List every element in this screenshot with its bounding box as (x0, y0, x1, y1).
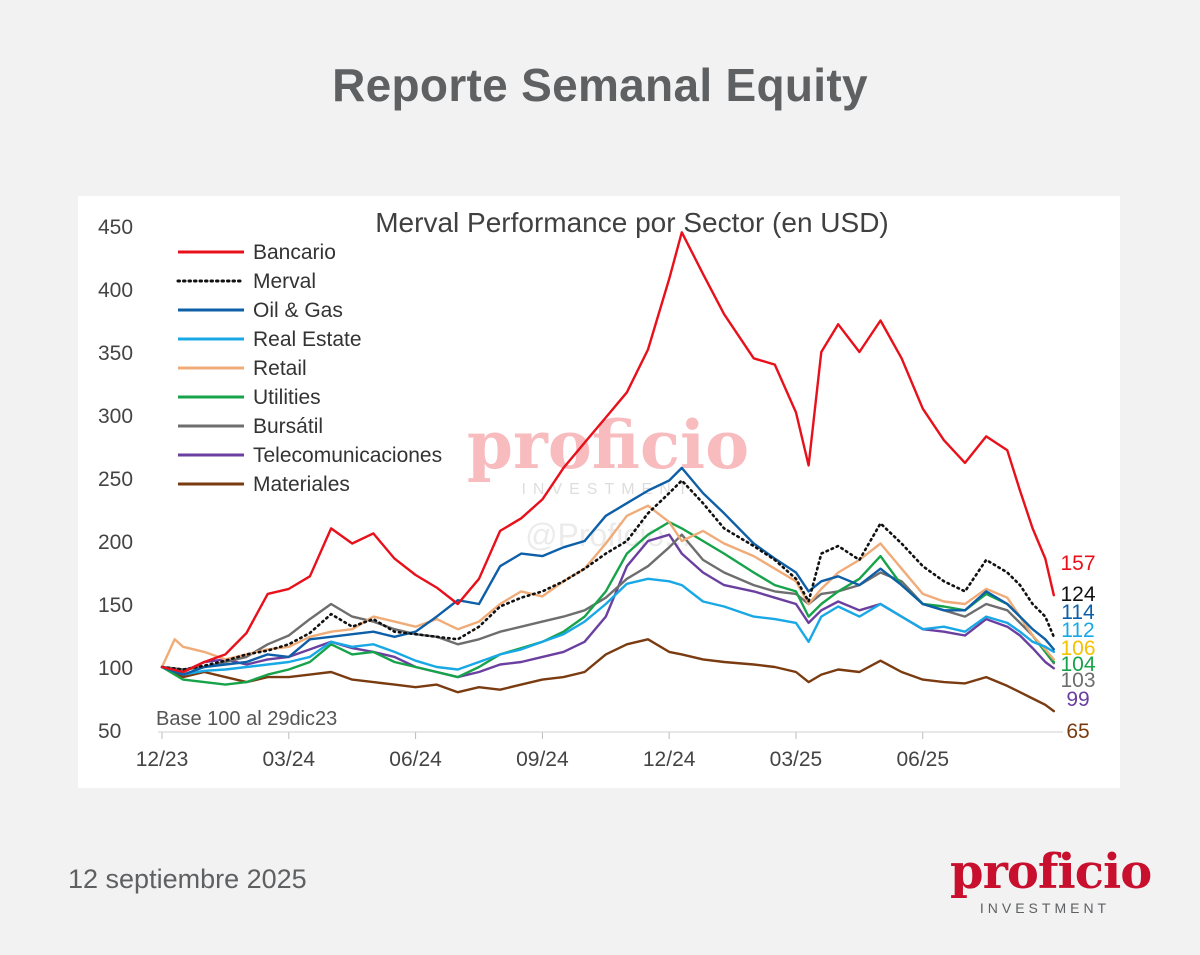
series-line-utilities (160, 520, 1055, 686)
report-date: 12 septiembre 2025 (68, 864, 307, 894)
x-tick-label: 03/24 (263, 748, 316, 771)
y-tick-label: 150 (98, 594, 133, 617)
end-value-label: 65 (1066, 720, 1089, 743)
legend: Bancario Merval Oil & Gas Real Estate Retail… (176, 241, 442, 496)
end-value-label: 104 (1060, 653, 1095, 676)
series-line-telecomunicaciones (160, 533, 1055, 679)
end-value-label: 157 (1060, 552, 1095, 575)
series-line-real-estate (160, 577, 1055, 676)
y-tick-label: 350 (98, 342, 133, 365)
x-tick-label: 12/23 (136, 748, 189, 771)
end-value-label: 106 (1060, 637, 1095, 660)
legend-label: Telecomunicaciones (253, 444, 442, 467)
legend-label: Retail (253, 357, 307, 380)
watermark: proficio INVESTMENT @Proficio... (467, 406, 749, 553)
y-axis-ticks: 50 100 150 200 250 300 350 400 450 (98, 216, 133, 743)
x-tick-label: 03/25 (770, 748, 823, 771)
end-value-label: 114 (1061, 601, 1095, 624)
brand-logo: proficio INVESTMENT (950, 842, 1152, 922)
watermark-sub: INVESTMENT (521, 481, 694, 498)
x-axis-ticks: 12/23 03/24 06/24 09/24 12/24 03/25 06/25 (136, 732, 949, 771)
series-line-bancario (160, 231, 1055, 674)
x-tick-label: 12/24 (643, 748, 696, 771)
series-line-merval (160, 479, 1056, 671)
legend-label: Bursátil (253, 415, 323, 438)
y-tick-label: 450 (98, 216, 133, 239)
series-line-materiales (160, 638, 1055, 713)
legend-label: Bancario (253, 241, 336, 264)
end-value-label: 99 (1066, 688, 1089, 711)
y-tick-label: 50 (98, 720, 121, 743)
x-tick-label: 06/24 (389, 748, 442, 771)
end-value-label: 112 (1061, 619, 1094, 642)
series-lines (160, 231, 1056, 713)
base-annotation: Base 100 al 29dic23 (156, 708, 337, 730)
brand-tagline: INVESTMENT (979, 900, 1111, 916)
page-title: Reporte Semanal Equity (332, 59, 868, 111)
end-value-label: 103 (1060, 669, 1095, 692)
y-tick-label: 250 (98, 468, 133, 491)
chart-card: proficio INVESTMENT @Proficio... Merval … (78, 196, 1120, 788)
y-tick-label: 100 (98, 657, 133, 680)
legend-label: Materiales (253, 473, 350, 496)
x-tick-label: 09/24 (516, 748, 569, 771)
series-line-oil-gas (160, 466, 1055, 676)
legend-label: Merval (253, 270, 316, 293)
x-tick-label: 06/25 (896, 748, 949, 771)
legend-label: Oil & Gas (253, 299, 343, 322)
end-value-label: 124 (1060, 583, 1095, 606)
y-tick-label: 200 (98, 531, 133, 554)
line-chart: proficio INVESTMENT @Proficio... Merval … (98, 207, 1096, 771)
watermark-handle: @Proficio... (525, 517, 691, 553)
brand-name: proficio (950, 844, 1152, 900)
chart-title: Merval Performance por Sector (en USD) (375, 207, 889, 238)
legend-label: Utilities (253, 386, 321, 409)
legend-label: Real Estate (253, 328, 362, 351)
y-tick-label: 300 (98, 405, 133, 428)
watermark-brand: proficio (467, 406, 749, 484)
y-tick-label: 400 (98, 279, 133, 302)
series-line-retail (160, 504, 1055, 669)
